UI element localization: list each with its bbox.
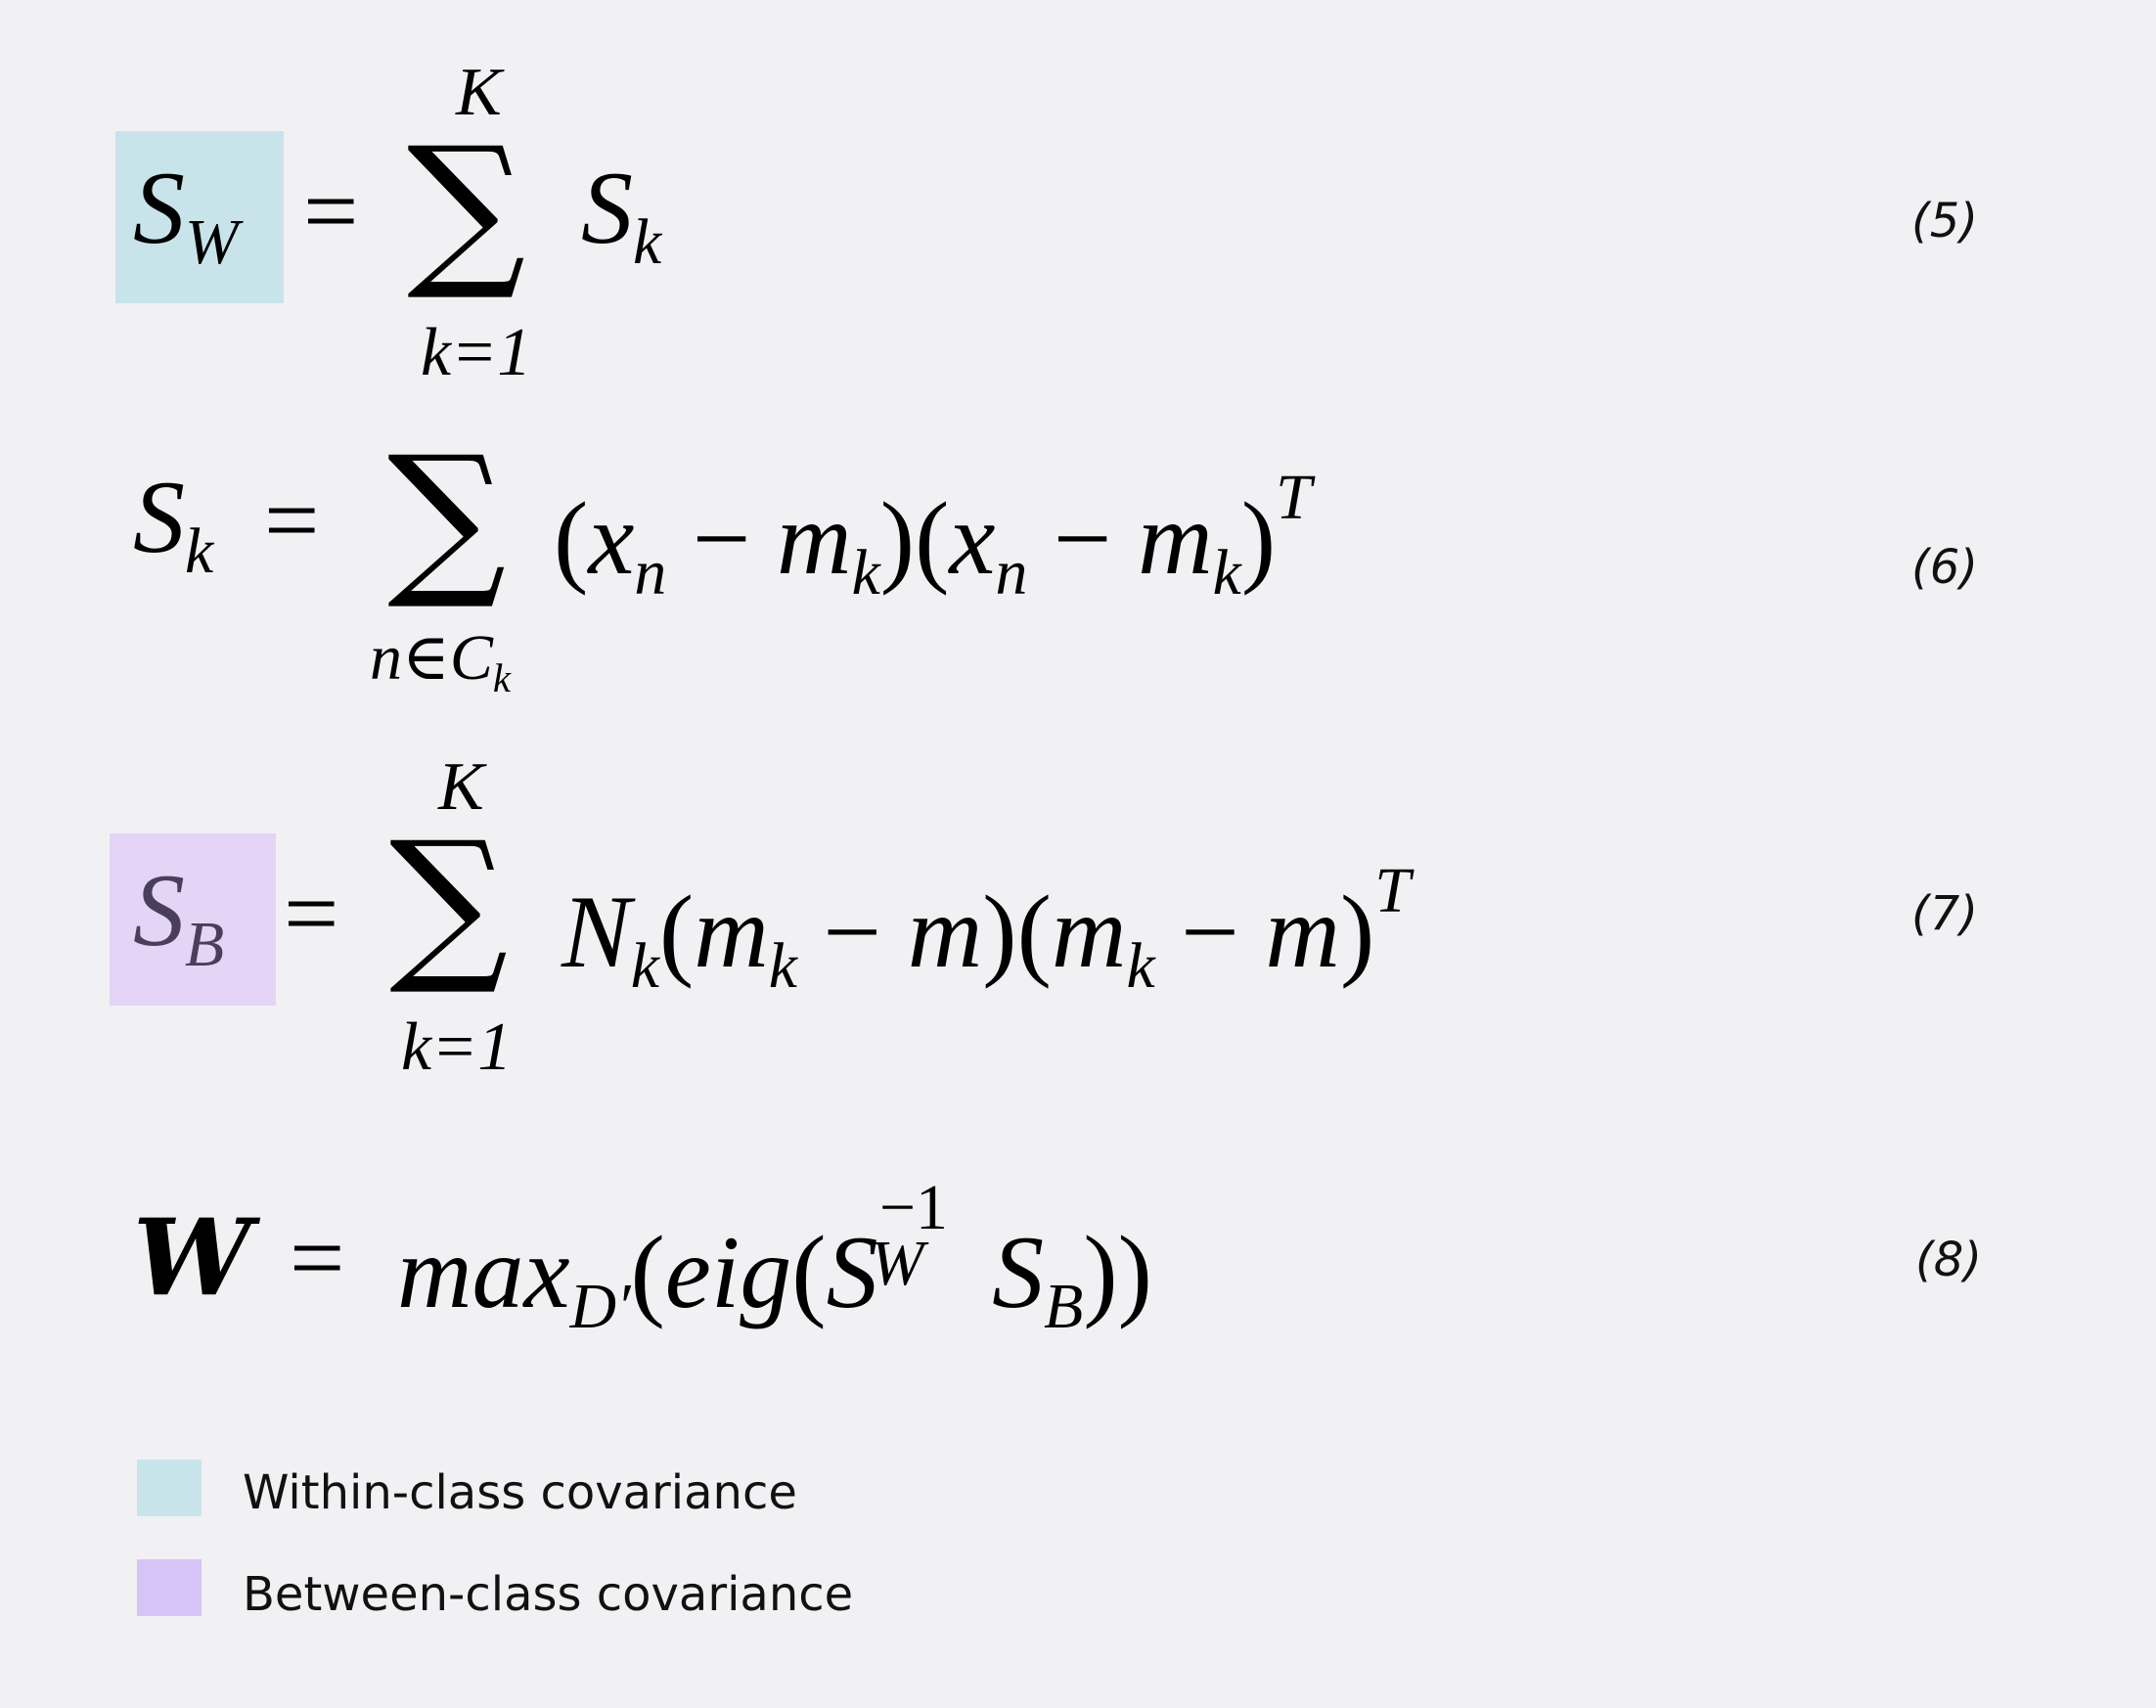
transpose-sup: T [1374, 855, 1411, 926]
sw-sub: W [870, 1227, 924, 1299]
summation-sign: ∑ [387, 421, 507, 614]
paren-close: )) [1083, 1215, 1152, 1329]
max-sub: D′ [569, 1271, 631, 1343]
sb-sub: B [1044, 1271, 1084, 1343]
equals-sign: = [284, 859, 339, 967]
sum-body: Nk(mk − m)(mk − m)T [561, 859, 1411, 999]
equals-sign: = [290, 1203, 345, 1312]
paren-open-2: ( [791, 1215, 827, 1329]
max-text: max [397, 1215, 570, 1329]
eig-expression: maxD′(eig(S −1 W SB)) [397, 1176, 1152, 1343]
minus-1: − [692, 480, 751, 596]
paren-close-2: ) [1339, 874, 1375, 989]
within-class-highlight [115, 131, 284, 303]
mean-var-1: m [907, 874, 983, 989]
paren-open-1: ( [554, 480, 589, 596]
legend-swatch-between-class [137, 1559, 202, 1616]
legend-swatch-within-class [137, 1460, 202, 1516]
summation-sign: ∑ [389, 806, 509, 1000]
transpose-sup: T [1276, 462, 1312, 533]
lhs-sub: k [185, 516, 214, 588]
sum-lower-limit: n∈Ck [370, 626, 511, 699]
m-sub-2: k [1212, 536, 1241, 608]
n-sub: k [630, 929, 659, 1002]
paren-open-2: ( [915, 480, 950, 596]
equals-sign: = [303, 157, 359, 265]
paren-open-1: ( [630, 1215, 665, 1329]
sw-sup: −1 [878, 1172, 948, 1244]
m-var-2: m [1051, 874, 1127, 989]
sum-lower-limit: k=1 [401, 1010, 513, 1085]
legend-label-within-class: Within-class covariance [243, 1465, 797, 1520]
sum-lower-sub: k [492, 656, 512, 701]
sk-lhs: Sk [133, 466, 213, 584]
equation-number-6: (6) [1911, 540, 1978, 595]
equation-number-5: (5) [1911, 194, 1978, 248]
between-class-highlight [110, 833, 276, 1006]
minus-2: − [1181, 874, 1239, 989]
sb-symbol: S [992, 1215, 1045, 1329]
sum-lower-text: n∈C [370, 622, 493, 694]
m-var-2: m [1138, 480, 1213, 596]
x-var-1: x [588, 480, 635, 596]
lhs-symbol: S [133, 853, 185, 967]
body-symbol: S [581, 151, 633, 265]
sw-scripts: −1 W [871, 1176, 993, 1307]
m-sub-1: k [851, 536, 880, 608]
sum-body: (xn − mk)(xn − mk)T [554, 466, 1312, 606]
w-lhs: W [133, 1196, 252, 1320]
paren-close-1: ) [982, 874, 1017, 989]
paren-open-1: ( [658, 874, 695, 989]
mean-var-2: m [1265, 874, 1340, 989]
lhs-sub: B [185, 909, 225, 981]
sum-upper-limit: K [456, 55, 502, 130]
m-var-1: m [777, 480, 852, 596]
x-sub-1: n [634, 536, 667, 608]
body-sub: k [633, 206, 662, 279]
equals-sign: = [264, 466, 320, 574]
sw-lhs: SW [133, 157, 239, 275]
paren-close-1: ) [879, 480, 916, 596]
eig-text: eig [664, 1215, 792, 1329]
lhs-symbol: S [133, 151, 185, 265]
legend-label-between-class: Between-class covariance [243, 1567, 854, 1622]
x-var-2: x [949, 480, 996, 596]
m-var-1: m [694, 874, 769, 989]
sum-upper-limit: K [438, 749, 484, 825]
sum-lower-limit: k=1 [421, 315, 532, 390]
x-sub-2: n [995, 536, 1028, 608]
m-sub-2: k [1126, 929, 1155, 1002]
n-var: N [561, 874, 631, 989]
minus-2: − [1053, 480, 1112, 596]
lhs-symbol: S [133, 460, 185, 574]
paren-open-2: ( [1016, 874, 1052, 989]
paren-close-2: ) [1240, 480, 1277, 596]
sum-body: Sk [581, 157, 661, 275]
m-sub-1: k [768, 929, 797, 1002]
equation-number-7: (7) [1911, 886, 1978, 941]
sb-lhs: SB [133, 859, 224, 977]
sw-symbol: S [826, 1215, 878, 1329]
lhs-sub: W [185, 206, 239, 279]
minus-1: − [823, 874, 882, 989]
equation-number-8: (8) [1915, 1233, 1982, 1287]
summation-sign: ∑ [407, 112, 526, 305]
